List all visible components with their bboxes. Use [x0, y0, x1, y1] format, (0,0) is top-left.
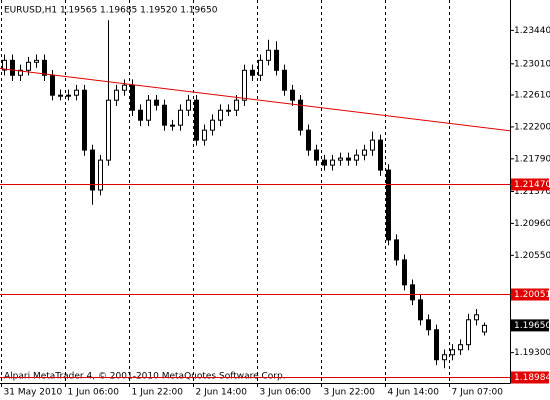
- candle-body: [154, 99, 159, 106]
- candle-body: [322, 159, 327, 166]
- candle-body: [146, 99, 151, 121]
- current-price-label: 1.19650: [514, 321, 550, 331]
- current-price-box: [511, 319, 549, 332]
- candle-body: [258, 59, 263, 76]
- candle-body: [370, 139, 375, 151]
- candle-body: [362, 149, 367, 156]
- candle-body: [178, 109, 183, 126]
- candle-body: [306, 129, 311, 151]
- candle-body: [58, 94, 63, 97]
- x-tick-label: 31 May 2010: [4, 388, 63, 398]
- level-label: 1.20051: [514, 290, 550, 300]
- y-tick-label: 1.22200: [514, 122, 550, 132]
- y-tick-label: 1.20960: [514, 219, 550, 229]
- x-tick-label: 3 Jun 22:00: [324, 388, 376, 398]
- candle-body: [442, 354, 447, 361]
- candle-body: [402, 259, 407, 286]
- candle-body: [426, 319, 431, 331]
- chart-title: EURUSD,H1 1.19565 1.19685 1.19520 1.1965…: [4, 6, 218, 16]
- candle-body: [346, 157, 351, 161]
- candle-body: [450, 349, 455, 356]
- candle-body: [2, 59, 7, 71]
- x-tick-label: 2 Jun 14:00: [196, 388, 248, 398]
- candle-body: [314, 149, 319, 161]
- candle-body: [50, 74, 55, 96]
- candle-body: [10, 59, 15, 76]
- level-label-box: [511, 371, 549, 384]
- y-tick-label: 1.21790: [514, 154, 550, 164]
- level-label: 1.18984: [514, 373, 550, 383]
- candle-body: [330, 159, 335, 166]
- y-tick-label: 1.20550: [514, 251, 550, 261]
- level-label-box: [511, 288, 549, 301]
- candle-body: [210, 119, 215, 131]
- candle-body: [18, 69, 23, 76]
- candle-body: [122, 84, 127, 91]
- candle-body: [466, 319, 471, 346]
- plot: [1, 0, 487, 383]
- candle-body: [410, 284, 415, 301]
- candle-body: [298, 99, 303, 131]
- candle-body: [338, 157, 343, 161]
- footer: Alpari MetaTrader 4, © 2001-2010 MetaQuo…: [4, 372, 286, 382]
- candle-body: [82, 89, 87, 151]
- candle-body: [202, 129, 207, 141]
- candle-body: [274, 49, 279, 71]
- candle-body: [218, 109, 223, 121]
- candle-body: [90, 149, 95, 191]
- candle-body: [194, 99, 199, 141]
- y-tick-label: 1.23010: [514, 59, 550, 69]
- candle-body: [42, 59, 47, 76]
- candle-body: [74, 89, 79, 96]
- x-tick-label: 1 Jun 22:00: [132, 388, 184, 398]
- candle-body: [114, 89, 119, 101]
- x-tick-label: 7 Jun 07:00: [452, 388, 504, 398]
- candle-body: [250, 69, 255, 76]
- y-tick-label: 1.23440: [514, 26, 550, 36]
- y-tick-label: 1.22610: [514, 90, 550, 100]
- candle-body: [226, 109, 231, 112]
- trendline: [0, 68, 511, 132]
- candle-body: [482, 324, 487, 333]
- candle-body: [282, 69, 287, 91]
- candle-body: [234, 99, 239, 111]
- candle-body: [162, 104, 167, 126]
- candle-body: [130, 84, 135, 111]
- level-label: 1.21470: [514, 180, 550, 190]
- candle-body: [474, 314, 479, 321]
- y-tick-label: 1.19300: [514, 348, 550, 358]
- candle-body: [394, 239, 399, 261]
- candle-body: [98, 159, 103, 191]
- candle-body: [418, 299, 423, 321]
- candle-body: [378, 139, 383, 171]
- candle-body: [34, 59, 39, 63]
- candle-body: [266, 49, 271, 61]
- candle-body: [434, 329, 439, 361]
- candle-body: [66, 94, 71, 97]
- candle-body: [186, 99, 191, 111]
- candle-body: [354, 154, 359, 161]
- y-tick-label: 1.21370: [514, 187, 550, 197]
- candle-body: [386, 169, 391, 241]
- candle-body: [242, 69, 247, 101]
- x-tick-label: 3 Jun 06:00: [260, 388, 312, 398]
- candle-body: [290, 89, 295, 101]
- candle-body: [106, 99, 111, 161]
- candle-body: [458, 344, 463, 351]
- x-tick-label: 1 Jun 06:00: [68, 388, 120, 398]
- candle-body: [26, 61, 31, 71]
- candle-body: [170, 124, 175, 127]
- candle-body: [138, 109, 143, 121]
- x-tick-label: 4 Jun 14:00: [388, 388, 440, 398]
- level-label-box: [511, 178, 549, 191]
